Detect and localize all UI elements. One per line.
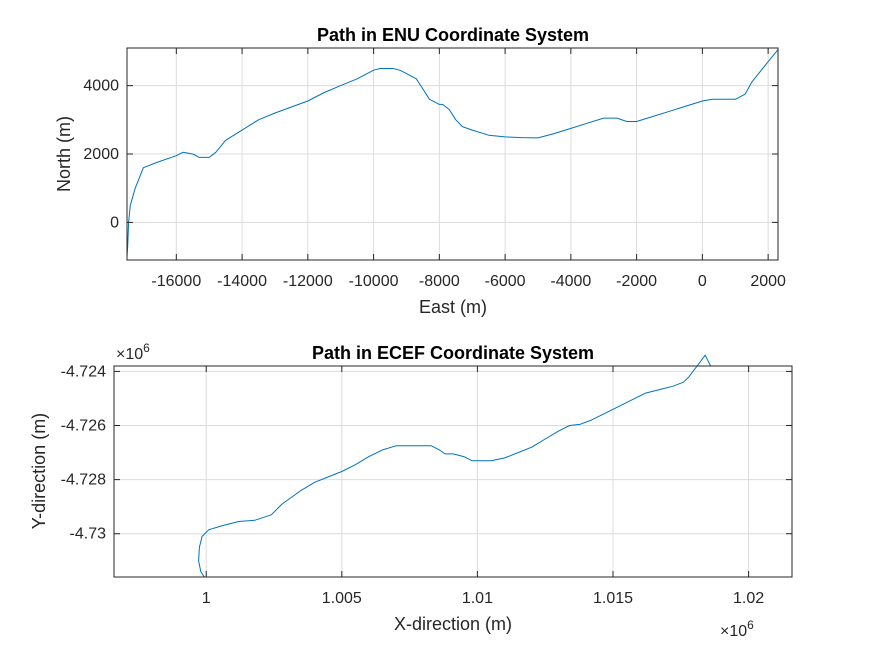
enu-x-tick-label: -4000 bbox=[550, 273, 591, 290]
ecef-plot: Path in ECEF Coordinate System 1 1.005 1.0… bbox=[29, 341, 793, 640]
ecef-x-tick-label: 1.005 bbox=[322, 590, 362, 607]
enu-ylabel: North (m) bbox=[54, 116, 74, 192]
enu-x-tick-label: -8000 bbox=[419, 273, 460, 290]
enu-title: Path in ENU Coordinate System bbox=[317, 25, 589, 45]
ecef-xlabel: X-direction (m) bbox=[394, 614, 512, 634]
enu-y-tick-label: 0 bbox=[110, 214, 119, 231]
ecef-y-tick-label: -4.724 bbox=[61, 363, 106, 380]
ecef-x-tick-label: 1.01 bbox=[462, 590, 493, 607]
enu-x-tick-label: -12000 bbox=[283, 273, 333, 290]
enu-y-tick-label: 4000 bbox=[83, 78, 119, 95]
ecef-axes-frame bbox=[113, 365, 793, 578]
enu-x-tick-label: -16000 bbox=[151, 273, 201, 290]
enu-xlabel: East (m) bbox=[419, 297, 487, 317]
enu-x-tick-label: -10000 bbox=[349, 273, 399, 290]
ecef-path-line bbox=[198, 354, 712, 578]
enu-x-tick-label: 0 bbox=[698, 273, 707, 290]
ecef-y-tick-label: -4.728 bbox=[61, 472, 106, 489]
ecef-x-tick-label: 1.02 bbox=[733, 590, 764, 607]
ecef-x-tick-label: 1 bbox=[202, 590, 211, 607]
enu-plot: Path in ENU Coordinate System -16000 -140… bbox=[54, 25, 786, 317]
ecef-x-tick-label: 1.015 bbox=[593, 590, 633, 607]
enu-x-tick-label: 2000 bbox=[750, 273, 786, 290]
ecef-y-tick-label: -4.73 bbox=[70, 526, 107, 543]
ecef-x-exponent: ×106 bbox=[720, 618, 754, 640]
ecef-y-tick-label: -4.726 bbox=[61, 418, 106, 435]
enu-x-tick-label: -6000 bbox=[485, 273, 526, 290]
enu-x-tick-label: -2000 bbox=[616, 273, 657, 290]
ecef-title: Path in ECEF Coordinate System bbox=[312, 343, 594, 363]
ecef-ylabel: Y-direction (m) bbox=[29, 413, 49, 529]
enu-x-tick-label: -14000 bbox=[217, 273, 267, 290]
ecef-y-exponent: ×106 bbox=[116, 341, 150, 363]
enu-y-tick-label: 2000 bbox=[83, 146, 119, 163]
enu-path-line bbox=[126, 49, 779, 258]
